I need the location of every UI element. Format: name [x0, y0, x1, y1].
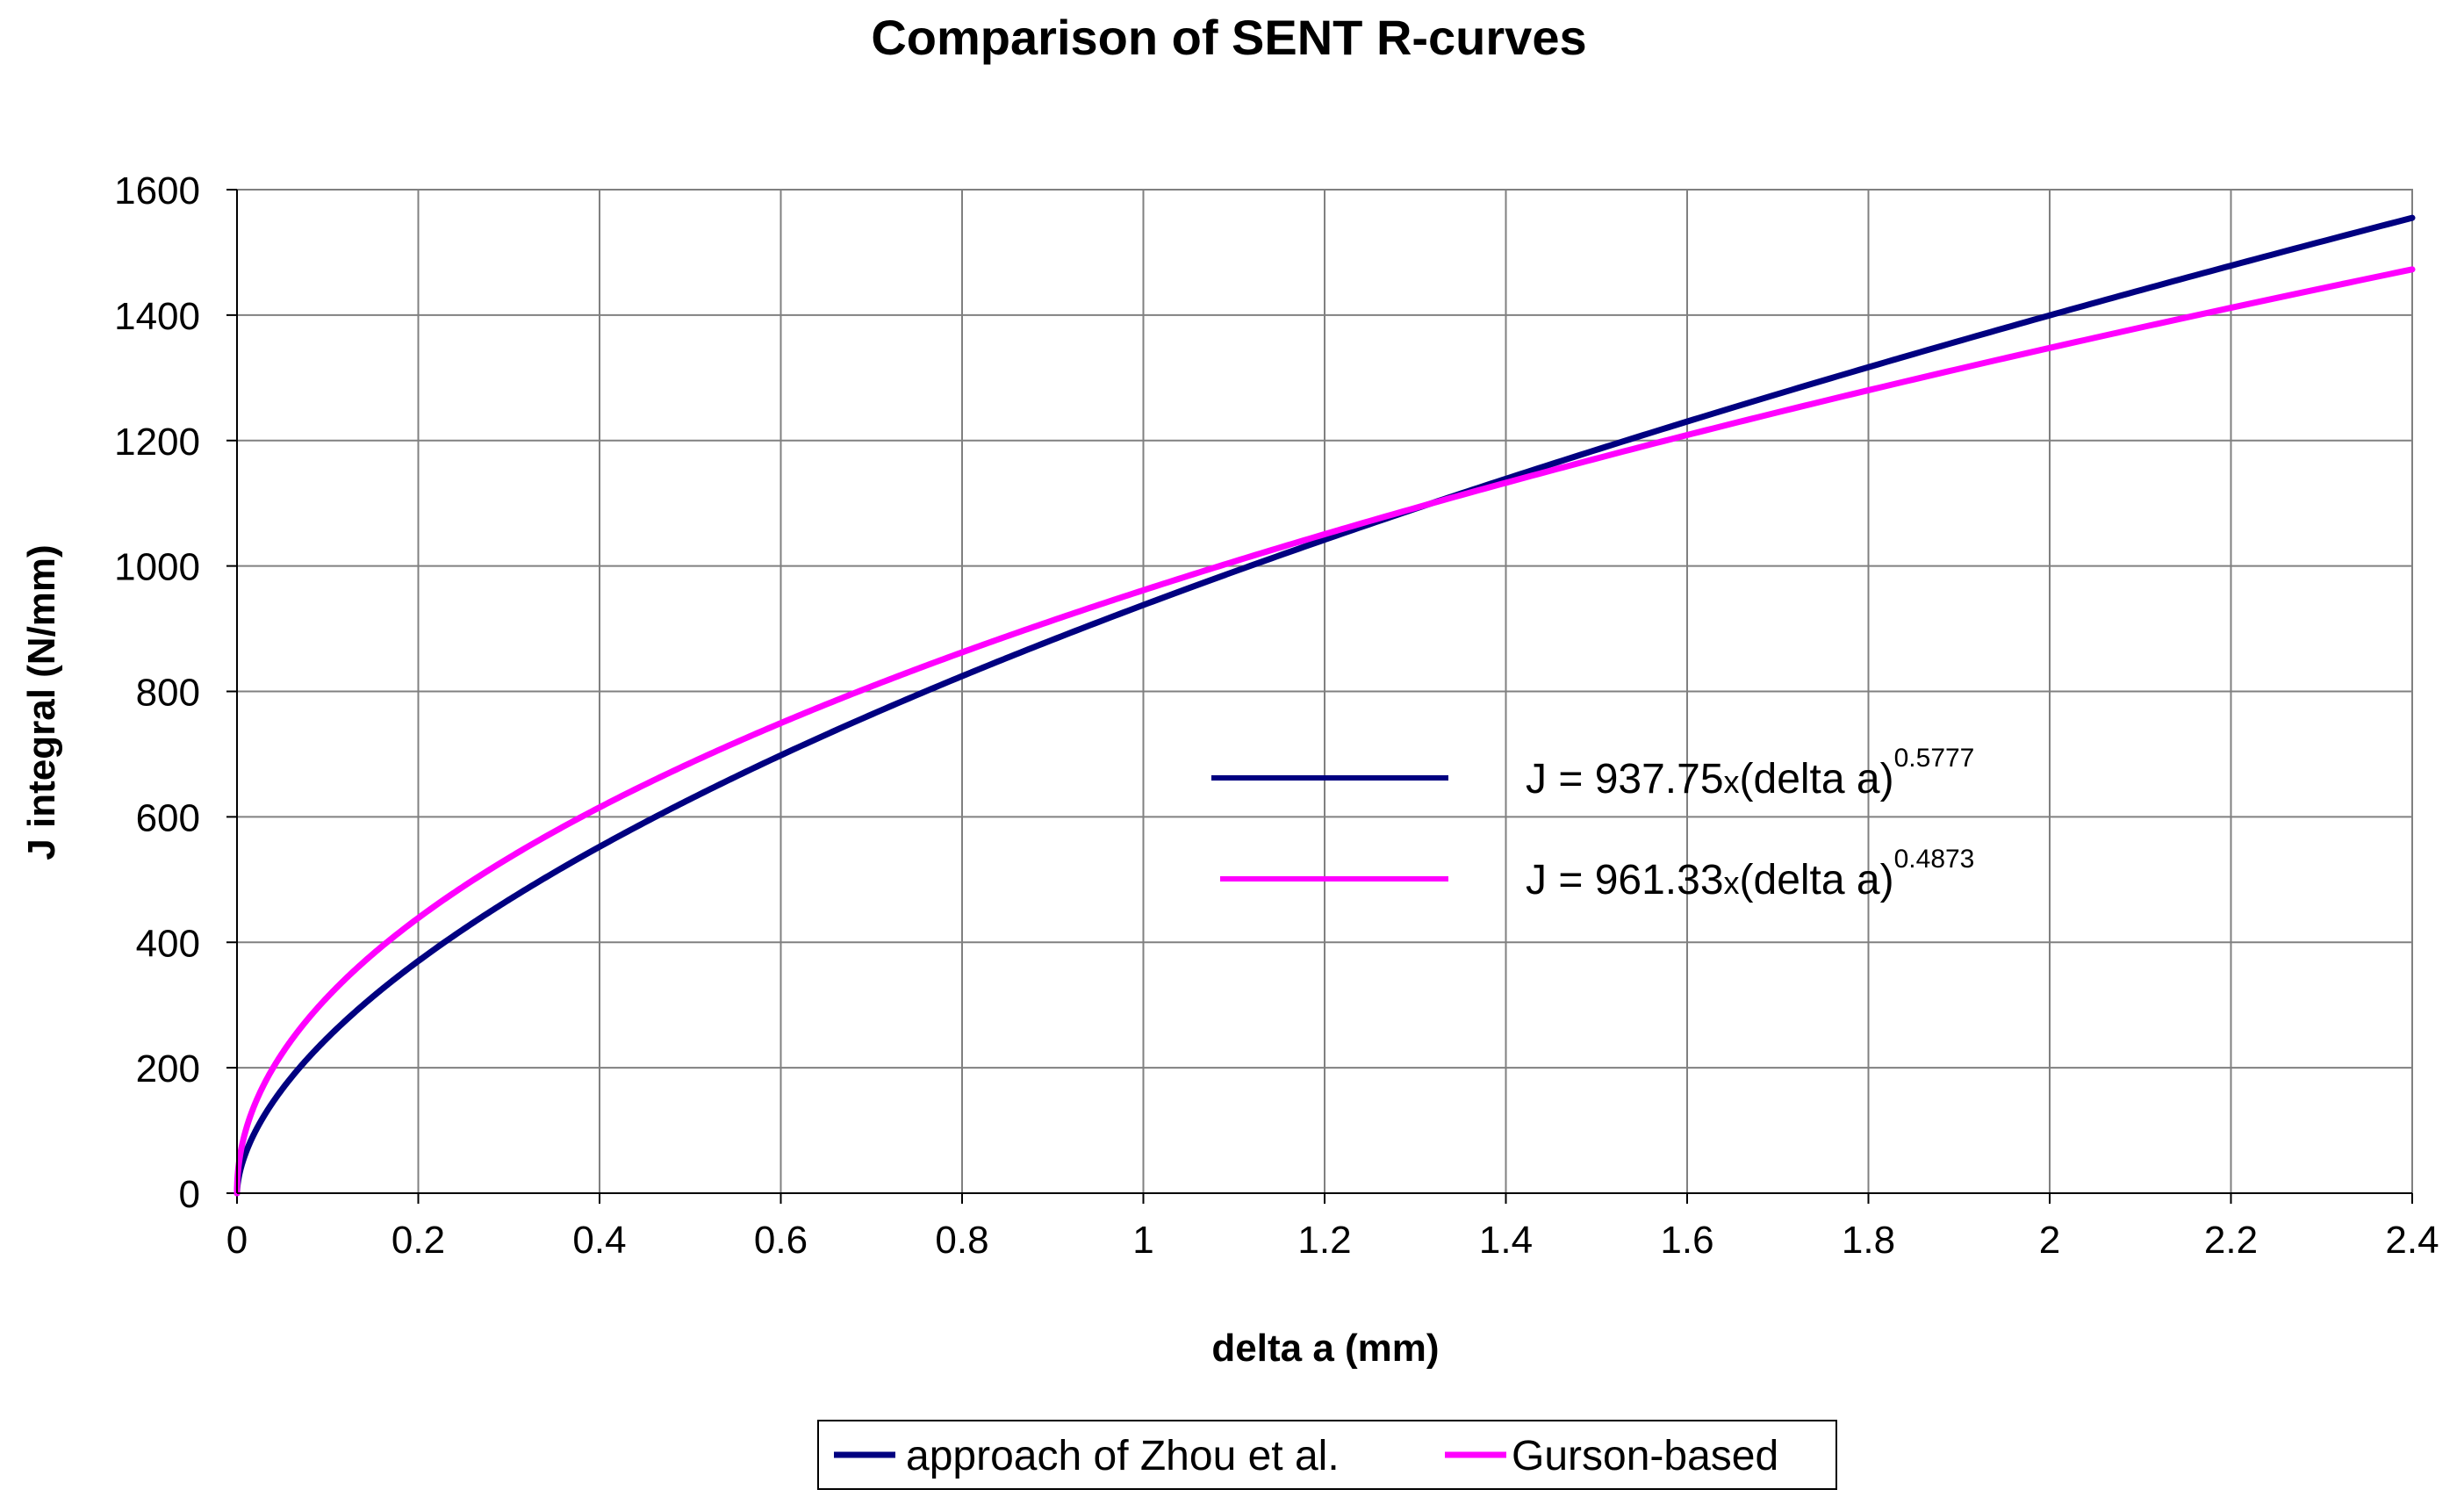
- grid-lines: [237, 190, 2412, 1193]
- y-tick-label: 200: [136, 1047, 200, 1090]
- x-tick-label: 2.2: [2204, 1219, 2258, 1262]
- legend-label-zhou: approach of Zhou et al.: [906, 1433, 1340, 1479]
- x-tick-label: 2.4: [2385, 1219, 2439, 1262]
- equation-gurson-times: x: [1724, 865, 1740, 901]
- y-tick-label: 0: [179, 1173, 200, 1216]
- equation-annotation-zhou: J = 937.75x(delta a)0.5777: [1211, 744, 1974, 802]
- legend-box: [817, 1420, 1837, 1490]
- y-tick-label: 800: [136, 672, 200, 715]
- x-tick-label: 1.8: [1842, 1219, 1895, 1262]
- equation-gurson-power: 0.4873: [1894, 845, 1975, 874]
- equation-zhou: J = 937.75x(delta a)0.5777: [1526, 744, 1974, 802]
- chart-title: Comparison of SENT R-curves: [871, 10, 1586, 65]
- x-tick-label: 1: [1132, 1219, 1153, 1262]
- equation-zhou-power: 0.5777: [1894, 744, 1975, 773]
- y-tick-label: 1200: [114, 421, 200, 464]
- x-tick-label: 0.8: [935, 1219, 988, 1262]
- series-lines: [233, 214, 2416, 1197]
- x-tick-label: 1.4: [1479, 1219, 1533, 1262]
- x-axis-title: delta a (mm): [1211, 1327, 1439, 1370]
- series-line-gurson: [233, 266, 2416, 1197]
- equation-gurson-base: (delta a): [1740, 857, 1894, 903]
- equation-annotation-gurson: J = 961.33x(delta a)0.4873: [1220, 845, 1974, 903]
- legend: approach of Zhou et al. Gurson-based: [817, 1420, 1837, 1490]
- x-tick-label: 0.4: [572, 1219, 626, 1262]
- y-tick-label: 1400: [114, 295, 200, 338]
- x-axis-ticks: 0 0.2 0.4 0.6 0.8 1 1.2 1.4 1.6 1.8 2 2.2 2.4: [226, 1193, 2439, 1262]
- y-axis-ticks: 0 200 400 600 800 1000 1200 1400 1600: [114, 169, 237, 1216]
- y-axis-title: J integral (N/mm): [20, 544, 63, 860]
- equation-gurson: J = 961.33x(delta a)0.4873: [1526, 845, 1974, 903]
- y-tick-label: 1600: [114, 169, 200, 212]
- equation-zhou-base: (delta a): [1740, 756, 1894, 802]
- y-tick-label: 600: [136, 796, 200, 839]
- y-tick-label: 400: [136, 922, 200, 965]
- legend-label-gurson: Gurson-based: [1512, 1433, 1778, 1479]
- x-tick-label: 0.6: [754, 1219, 808, 1262]
- equation-zhou-times: x: [1724, 764, 1740, 800]
- equation-gurson-prefix: J = 961.33: [1526, 857, 1724, 903]
- x-tick-label: 2: [2039, 1219, 2060, 1262]
- series-line-zhou: [233, 214, 2416, 1197]
- x-tick-label: 1.2: [1297, 1219, 1351, 1262]
- equation-zhou-prefix: J = 937.75: [1526, 756, 1724, 802]
- x-tick-label: 1.6: [1660, 1219, 1713, 1262]
- x-tick-label: 0.2: [392, 1219, 445, 1262]
- y-tick-label: 1000: [114, 546, 200, 589]
- x-tick-label: 0: [226, 1219, 248, 1262]
